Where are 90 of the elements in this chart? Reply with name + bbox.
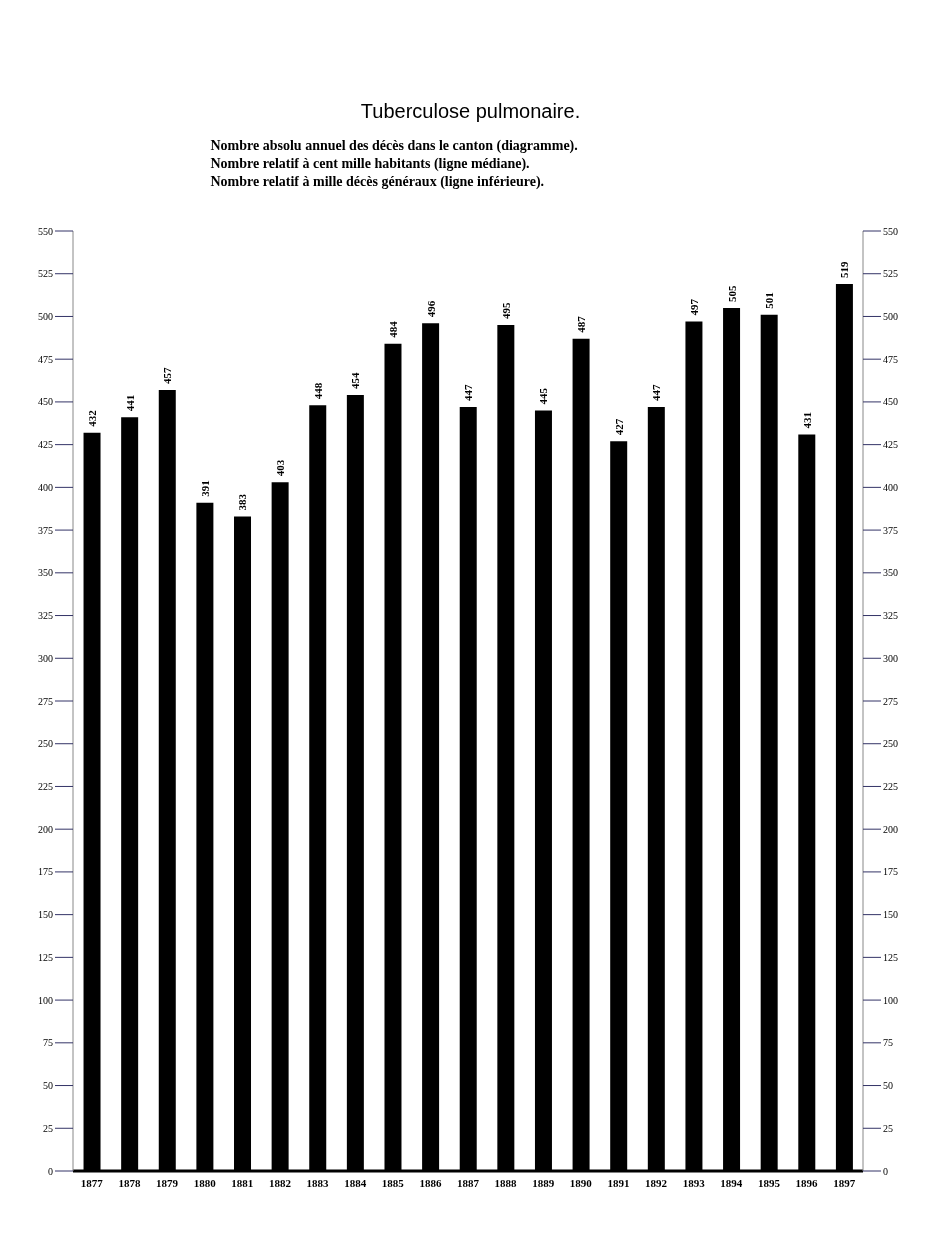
y-tick-label: 0 <box>48 1165 53 1177</box>
data-label: 403 <box>274 459 287 477</box>
x-tick-label: 1878 <box>118 1176 141 1189</box>
y2-tick-label: 0 <box>883 1165 888 1177</box>
y-tick-label: 150 <box>38 909 53 921</box>
data-label: 495 <box>499 302 512 319</box>
data-label: 454 <box>349 372 362 390</box>
y2-tick-label: 275 <box>883 695 898 707</box>
y2-tick-label: 25 <box>883 1122 893 1134</box>
data-label: 487 <box>575 315 588 333</box>
x-tick-label: 1891 <box>607 1176 630 1189</box>
y-tick-label: 375 <box>38 524 53 536</box>
y-tick-label: 550 <box>38 225 53 237</box>
y-tick-label: 500 <box>38 311 53 322</box>
y-tick-label: 525 <box>38 268 53 280</box>
y2-tick-label: 525 <box>883 268 898 280</box>
data-label: 448 <box>311 382 324 400</box>
y2-tick-label: 475 <box>883 353 898 365</box>
data-label: 501 <box>763 292 776 309</box>
chart-subtitle: Nombre absolu annuel des décès dans le canton (diagramme). Nombre relatif à cent mille habitants (ligne médiane). Nombre relatif à mille décès généraux (ligne inférieure). <box>210 137 579 191</box>
x-tick-label: 1893 <box>682 1176 706 1189</box>
chart-title: Tuberculose pulmonaire. <box>359 100 582 123</box>
y-tick-label: 425 <box>38 439 53 451</box>
x-tick-label: 1897 <box>833 1176 856 1189</box>
y2-tick-label: 450 <box>883 396 898 408</box>
x-tick-label: 1895 <box>757 1176 781 1189</box>
y2-tick-label: 250 <box>883 738 898 750</box>
y2-tick-label: 125 <box>883 951 898 963</box>
y2-tick-label: 350 <box>883 567 898 579</box>
x-tick-label: 1890 <box>569 1176 593 1189</box>
x-tick-label: 1889 <box>532 1176 555 1189</box>
x-tick-label: 1884 <box>344 1176 367 1189</box>
y-tick-label: 300 <box>38 652 53 664</box>
y-tick-label: 275 <box>38 695 53 707</box>
data-label: 383 <box>236 493 249 511</box>
x-tick-label: 1882 <box>268 1176 292 1189</box>
y-tick-label: 325 <box>38 610 53 622</box>
data-label: 445 <box>537 387 550 405</box>
data-label: 391 <box>198 480 211 497</box>
data-label: 505 <box>725 284 738 302</box>
x-tick-label: 1885 <box>381 1176 405 1189</box>
y2-tick-label: 300 <box>883 652 898 664</box>
data-label: 447 <box>650 384 663 402</box>
x-tick-label: 1881 <box>231 1176 254 1189</box>
y2-tick-label: 500 <box>883 311 898 322</box>
y2-tick-label: 550 <box>883 225 898 237</box>
y2-tick-label: 200 <box>883 823 898 835</box>
x-tick-label: 1880 <box>193 1176 217 1189</box>
y2-tick-label: 400 <box>883 481 898 493</box>
data-label: 496 <box>424 300 437 318</box>
x-tick-label: 1887 <box>457 1176 480 1189</box>
y-tick-label: 475 <box>38 353 53 365</box>
data-label: 457 <box>161 366 174 384</box>
y-tick-label: 400 <box>38 481 53 493</box>
y-tick-label: 125 <box>38 951 53 963</box>
data-label: 447 <box>462 384 475 402</box>
data-label: 427 <box>612 418 625 436</box>
y2-tick-label: 325 <box>883 610 898 622</box>
data-label: 484 <box>386 320 399 338</box>
y-tick-label: 225 <box>38 781 53 792</box>
y2-tick-label: 175 <box>883 866 898 878</box>
x-tick-label: 1892 <box>645 1176 668 1189</box>
y-tick-label: 25 <box>43 1122 53 1134</box>
y2-tick-label: 375 <box>883 524 898 536</box>
y-tick-label: 100 <box>38 994 53 1006</box>
x-tick-label: 1888 <box>494 1176 518 1189</box>
x-tick-label: 1886 <box>419 1176 442 1189</box>
data-label: 431 <box>800 411 813 429</box>
y2-tick-label: 100 <box>883 994 898 1006</box>
x-tick-label: 1896 <box>795 1176 819 1189</box>
data-label: 519 <box>838 260 851 278</box>
y-tick-label: 450 <box>38 396 53 408</box>
x-tick-label: 1879 <box>156 1176 179 1189</box>
x-tick-label: 1877 <box>80 1176 104 1189</box>
y2-tick-label: 150 <box>883 909 898 921</box>
y-tick-label: 350 <box>38 567 53 579</box>
y-tick-label: 200 <box>38 823 53 835</box>
y-tick-label: 175 <box>38 866 53 878</box>
data-label: 432 <box>86 409 99 427</box>
y-tick-label: 75 <box>43 1037 53 1049</box>
x-tick-label: 1883 <box>306 1176 330 1189</box>
y2-tick-label: 225 <box>883 781 898 792</box>
y2-tick-label: 75 <box>883 1037 893 1049</box>
y2-tick-label: 50 <box>883 1080 893 1092</box>
y-tick-label: 250 <box>38 738 53 750</box>
y-tick-label: 50 <box>43 1080 53 1092</box>
y2-tick-label: 425 <box>883 439 898 451</box>
data-label: 497 <box>687 298 700 316</box>
data-label: 441 <box>123 394 136 412</box>
x-tick-label: 1894 <box>720 1176 743 1189</box>
